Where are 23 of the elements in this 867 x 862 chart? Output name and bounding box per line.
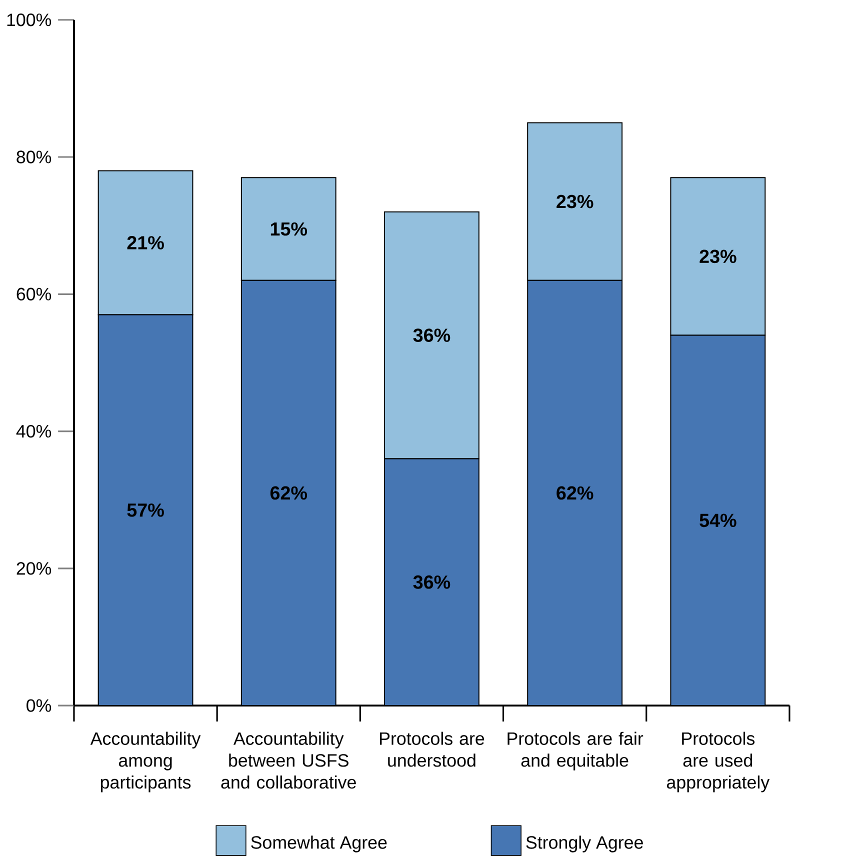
x-tick-label: Accountability between USFS and collaborative xyxy=(221,732,356,789)
y-tick-label: 100% xyxy=(7,14,52,26)
data-label: 62% xyxy=(556,486,594,500)
legend-label: Strongly Agree xyxy=(526,836,643,853)
x-tick-label: Protocols are understood xyxy=(380,732,484,768)
y-tick-label: 80% xyxy=(16,150,52,164)
data-label: 23% xyxy=(556,195,594,208)
data-label: 21% xyxy=(127,236,164,250)
y-tick-label: 20% xyxy=(16,562,52,575)
data-label: 57% xyxy=(127,504,164,517)
data-label: 54% xyxy=(700,514,736,528)
y-tick-label: 60% xyxy=(16,288,52,301)
data-label: 23% xyxy=(700,250,736,264)
data-label: 62% xyxy=(270,486,308,500)
x-tick-label: Protocols are used appropriately xyxy=(666,732,770,792)
y-tick-label: 0% xyxy=(26,699,52,712)
x-tick-label: Protocols are fair and equitable xyxy=(508,732,644,771)
legend-label: Somewhat Agree xyxy=(251,836,387,853)
data-label: 15% xyxy=(270,222,308,236)
data-label: 36% xyxy=(413,328,450,342)
y-tick-label: 40% xyxy=(16,425,52,438)
x-tick-label: Accountability among participants xyxy=(90,732,201,792)
data-label: 36% xyxy=(413,576,450,590)
